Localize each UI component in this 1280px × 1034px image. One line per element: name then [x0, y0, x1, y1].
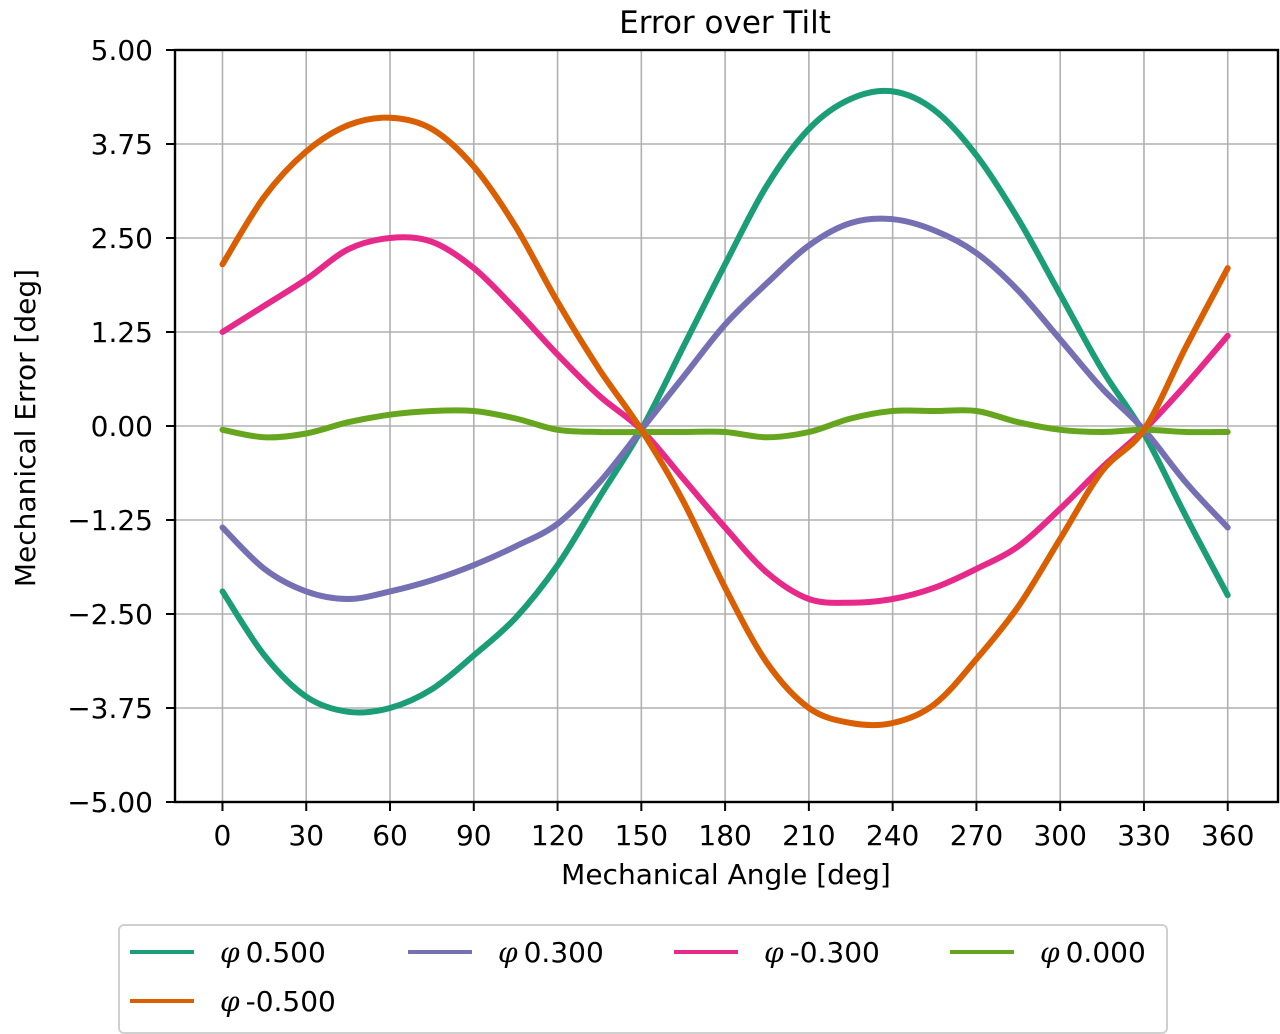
y-tick-label: 0.00	[91, 410, 153, 443]
legend-swatch	[130, 999, 194, 1003]
chart-title: Error over Tilt	[619, 5, 831, 41]
legend: φ 0.500 φ 0.300 φ -0.300 φ 0.000 φ -0.500	[118, 924, 1168, 1034]
y-tick-label: 1.25	[91, 316, 153, 349]
legend-item: φ 0.000	[950, 932, 1146, 972]
series-lines	[219, 87, 1231, 729]
y-axis-ticks: 5.00 3.75 2.50 1.25 0.00 −1.25 −2.50 −3.75 −5.00	[67, 34, 175, 819]
y-axis-label: Mechanical Error [deg]	[9, 269, 42, 587]
x-tick-label: 60	[372, 819, 408, 852]
x-tick-label: 30	[288, 819, 324, 852]
legend-item: φ 0.300	[408, 932, 604, 972]
legend-label: φ 0.500	[220, 935, 326, 969]
y-tick-label: 2.50	[91, 222, 153, 255]
x-tick-label: 360	[1201, 819, 1254, 852]
x-axis-label: Mechanical Angle [deg]	[561, 858, 891, 891]
y-tick-label: −2.50	[67, 598, 153, 631]
x-tick-label: 330	[1117, 819, 1170, 852]
x-tick-label: 120	[531, 819, 584, 852]
y-tick-label: −5.00	[67, 786, 153, 819]
series-line-1	[219, 215, 1231, 602]
legend-label: φ 0.300	[498, 935, 604, 969]
series-line-2	[219, 234, 1231, 606]
legend-swatch	[408, 950, 472, 954]
legend-label: φ -0.500	[220, 984, 336, 1018]
legend-swatch	[950, 950, 1014, 954]
x-tick-label: 240	[866, 819, 919, 852]
y-tick-label: 3.75	[91, 128, 153, 161]
x-tick-label: 0	[214, 819, 232, 852]
legend-label: φ -0.300	[764, 935, 880, 969]
x-tick-label: 90	[456, 819, 492, 852]
legend-label: φ 0.000	[1040, 935, 1146, 969]
x-tick-label: 180	[698, 819, 751, 852]
y-tick-label: −3.75	[67, 692, 153, 725]
series-line-0	[219, 87, 1231, 716]
x-tick-label: 300	[1033, 819, 1086, 852]
line-chart: Error over Tilt 0 30 60 90 120 150 180 210 240 27…	[9, 5, 1280, 891]
y-tick-label: 5.00	[91, 34, 153, 67]
x-tick-label: 210	[782, 819, 835, 852]
legend-swatch	[130, 950, 194, 954]
legend-swatch	[674, 950, 738, 954]
series-line-3	[219, 407, 1231, 441]
x-tick-label: 150	[615, 819, 668, 852]
y-tick-label: −1.25	[67, 504, 153, 537]
legend-item: φ -0.500	[130, 981, 336, 1021]
series-line-4	[219, 114, 1231, 729]
x-tick-label: 270	[950, 819, 1003, 852]
x-axis-ticks: 0 30 60 90 120 150 180 210 240 270 300 330 360	[214, 802, 1254, 852]
legend-item: φ -0.300	[674, 932, 880, 972]
legend-item: φ 0.500	[130, 932, 326, 972]
